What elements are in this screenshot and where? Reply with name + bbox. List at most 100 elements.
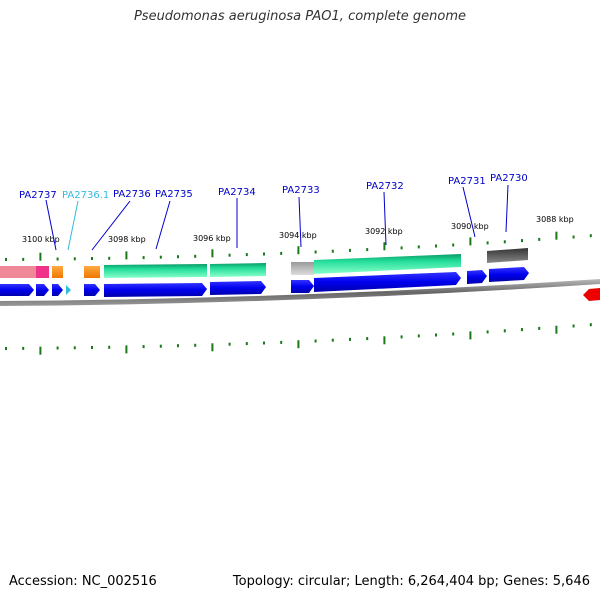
lower-tick — [589, 323, 592, 327]
gene-label-pa2730[interactable]: PA2730 — [490, 173, 528, 184]
upper-tick — [245, 253, 248, 257]
upper-tick — [572, 235, 575, 239]
upper-tick — [486, 241, 489, 245]
lower-tick — [108, 345, 111, 349]
feature-teal-pa2734[interactable] — [210, 263, 266, 277]
lower-tick — [521, 328, 523, 332]
upper-tick — [280, 251, 283, 255]
gene-arrow-pa2732[interactable] — [314, 272, 461, 292]
lower-tick — [435, 333, 437, 337]
lower-tick — [503, 329, 506, 333]
feature-teal-pa2735[interactable] — [104, 264, 207, 278]
upper-tick — [503, 240, 506, 244]
gene-arrow-pa2737[interactable] — [36, 284, 49, 296]
feature-track — [0, 248, 528, 278]
upper-tick — [22, 257, 25, 261]
lower-tick — [142, 345, 145, 349]
upper-tick — [39, 252, 42, 261]
feature-red[interactable] — [583, 288, 600, 301]
upper-tick — [521, 239, 523, 243]
upper-tick — [125, 251, 128, 260]
gene-label-pa2736-1[interactable]: PA2736.1 — [62, 190, 109, 201]
map-title: Pseudomonas aeruginosa PAO1, complete ge… — [133, 9, 467, 24]
upper-tick — [194, 254, 197, 258]
upper-tick — [349, 248, 351, 252]
lower-tick — [56, 346, 59, 350]
feature-dark[interactable] — [487, 248, 528, 263]
lower-tick — [297, 340, 300, 349]
gene-arrow-pa2733[interactable] — [291, 280, 314, 293]
upper-tick — [538, 237, 541, 241]
lower-tick — [5, 347, 7, 350]
upper-tick — [452, 243, 455, 247]
gene-label-pa2737[interactable]: PA2737 — [19, 190, 57, 201]
scale-label-3100: 3100 kbp — [22, 235, 60, 244]
leader-line-pa2736-1 — [67, 200, 79, 251]
lower-tick — [177, 344, 179, 348]
upper-tick — [331, 249, 334, 253]
lower-tick — [452, 332, 455, 336]
lower-tick — [211, 343, 214, 352]
lower-tick — [331, 338, 334, 342]
lower-scale-ticks — [5, 323, 592, 355]
gene-arrow-pa2736[interactable] — [84, 284, 100, 296]
upper-tick — [589, 234, 592, 238]
gene-arrow-pa2734[interactable] — [210, 281, 266, 295]
gene-arrow-1[interactable] — [0, 284, 34, 296]
leader-line-pa2733 — [298, 196, 302, 248]
lower-tick — [486, 330, 489, 334]
leader-line-pa2735 — [155, 200, 171, 250]
upper-tick — [108, 256, 111, 260]
leader-line-pa2732 — [383, 191, 387, 246]
upper-tick — [56, 257, 59, 261]
lower-tick — [366, 337, 369, 341]
lower-tick — [383, 336, 386, 345]
lower-tick — [263, 341, 265, 345]
gene-arrow-pa2735[interactable] — [104, 283, 207, 297]
scale-label-3088: 3088 kbp — [536, 215, 574, 224]
lower-tick — [314, 339, 317, 343]
upper-tick — [555, 231, 558, 240]
gene-label-pa2735[interactable]: PA2735 — [155, 189, 193, 200]
upper-scale-ticks — [5, 231, 592, 261]
feature-orange-2[interactable] — [84, 266, 100, 278]
feature-pink[interactable] — [36, 266, 49, 278]
gene-arrow-pa2731[interactable] — [467, 270, 487, 284]
feature-teal-pa2732[interactable] — [314, 254, 461, 274]
feature-orange-1[interactable] — [52, 266, 63, 278]
lower-tick — [538, 326, 541, 330]
gene-label-pa2734[interactable]: PA2734 — [218, 187, 256, 198]
upper-tick — [73, 257, 76, 261]
gene-arrow-2[interactable] — [52, 284, 63, 296]
upper-tick — [366, 248, 369, 252]
gene-label-pa2732[interactable]: PA2732 — [366, 181, 404, 192]
gene-label-pa2731[interactable]: PA2731 — [448, 176, 486, 187]
lower-tick — [417, 334, 420, 338]
lower-tick — [349, 337, 351, 341]
lower-tick — [228, 342, 231, 346]
lower-tick — [39, 346, 42, 355]
scale-label-3094: 3094 kbp — [279, 231, 317, 240]
scale-label-3090: 3090 kbp — [451, 222, 489, 231]
lower-tick — [91, 346, 93, 349]
genome-summary: Topology: circular; Length: 6,264,404 bp… — [232, 574, 590, 589]
lower-tick — [280, 340, 283, 344]
upper-tick — [142, 256, 145, 260]
leader-line-pa2731 — [462, 186, 476, 238]
gene-label-pa2733[interactable]: PA2733 — [282, 185, 320, 196]
upper-tick — [5, 258, 7, 261]
gene-arrow-pa2736-1[interactable] — [66, 285, 71, 295]
upper-tick — [314, 250, 317, 254]
feature-grey[interactable] — [291, 262, 314, 275]
feature-pink-light[interactable] — [0, 266, 36, 278]
upper-tick — [400, 246, 403, 250]
lower-tick — [555, 325, 558, 334]
lower-tick — [400, 335, 403, 339]
accession-text: Accession: NC_002516 — [9, 574, 157, 589]
upper-tick — [263, 252, 265, 256]
gene-label-pa2736[interactable]: PA2736 — [113, 189, 151, 200]
gene-arrow-pa2730[interactable] — [489, 267, 529, 282]
upper-tick — [469, 237, 472, 246]
upper-tick — [159, 255, 162, 259]
